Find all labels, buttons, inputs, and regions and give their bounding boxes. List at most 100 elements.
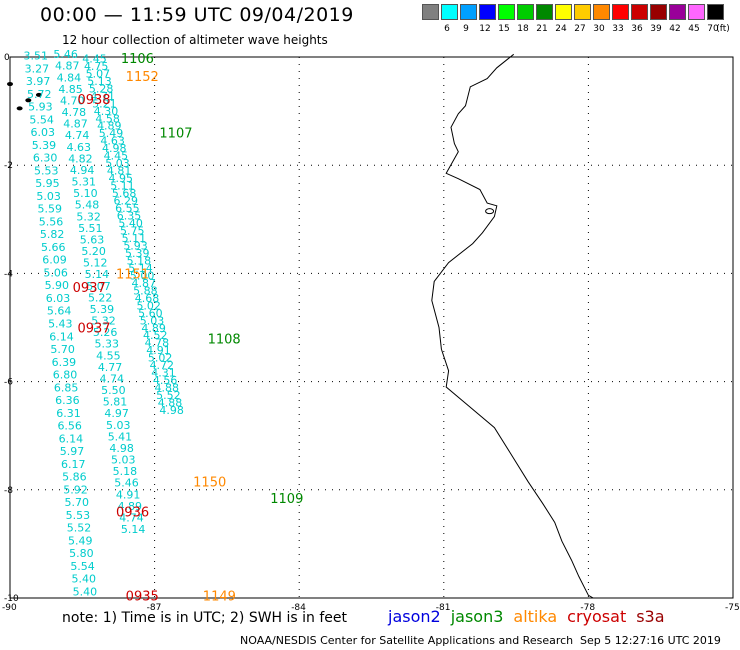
wave-height-value: 5.40 bbox=[71, 573, 96, 586]
wave-height-value: 5.60 bbox=[138, 307, 163, 320]
scale-label: 9 bbox=[463, 24, 469, 34]
lon-label: -84 bbox=[291, 603, 306, 613]
wave-height-value: 5.02 bbox=[148, 352, 173, 365]
wave-height-value: 5.03 bbox=[106, 419, 131, 432]
lat-label: -6 bbox=[4, 378, 13, 388]
wave-height-value: 5.07 bbox=[86, 280, 111, 293]
wave-height-value: 5.56 bbox=[39, 215, 64, 228]
wave-height-value: 5.40 bbox=[118, 217, 142, 230]
wave-height-value: 5.93 bbox=[123, 239, 148, 252]
pass-time-label: 1106 bbox=[121, 52, 154, 67]
lon-label: -81 bbox=[436, 603, 451, 613]
wave-height-value: 5.22 bbox=[88, 291, 113, 304]
wave-height-value: 6.29 bbox=[113, 195, 137, 208]
wave-height-value: 5.39 bbox=[90, 303, 115, 316]
scale-label: 33 bbox=[612, 24, 624, 34]
scale-swatch bbox=[498, 4, 515, 20]
wave-height-value: 4.45 bbox=[82, 52, 107, 65]
lat-label: -8 bbox=[4, 486, 13, 496]
scale-label: 45 bbox=[688, 24, 700, 34]
wave-height-value: 5.46 bbox=[114, 477, 138, 490]
pass-time-label: 1151 bbox=[116, 267, 149, 282]
island-galapagos bbox=[35, 92, 42, 97]
wave-height-value: 4.97 bbox=[104, 407, 128, 420]
scale-label: 30 bbox=[593, 24, 605, 34]
pass-time-label: 1152 bbox=[126, 70, 159, 85]
wave-height-value: 5.03 bbox=[105, 157, 130, 170]
scale-swatch bbox=[441, 4, 458, 20]
wave-height-value: 4.56 bbox=[153, 374, 178, 387]
wave-height-value: 5.33 bbox=[95, 338, 120, 351]
wave-height-value: 5.97 bbox=[60, 445, 85, 458]
wave-height-value: 4.74 bbox=[99, 372, 124, 385]
wave-height-value: 6.56 bbox=[57, 420, 81, 433]
wave-height-value: 5.43 bbox=[48, 318, 73, 331]
wave-height-value: 5.54 bbox=[70, 560, 95, 573]
wave-height-value: 4.52 bbox=[143, 329, 168, 342]
wave-height-value: 6.14 bbox=[49, 330, 74, 343]
footer-note: note: 1) Time is in UTC; 2) SWH is in fe… bbox=[62, 610, 348, 626]
scale-swatch bbox=[536, 4, 553, 20]
scale-label: 42 bbox=[669, 24, 681, 34]
scale-swatch bbox=[688, 4, 705, 20]
wave-height-value: 4.87 bbox=[55, 60, 79, 73]
wave-height-value: 6.30 bbox=[33, 152, 58, 165]
wave-height-value: 4.72 bbox=[150, 359, 175, 372]
wave-height-value: 5.10 bbox=[73, 187, 98, 200]
wave-height-value: 4.84 bbox=[57, 71, 82, 84]
wave-height-value: 5.90 bbox=[45, 279, 70, 292]
wave-height-value: 4.75 bbox=[84, 60, 109, 73]
wave-height-value: 5.50 bbox=[101, 384, 126, 397]
wave-height-value: 5.82 bbox=[40, 228, 65, 241]
wave-height-value: 4.77 bbox=[98, 361, 123, 374]
wave-height-value: 5.86 bbox=[62, 471, 87, 484]
wave-height-value: 5.39 bbox=[32, 139, 57, 152]
wave-height-value: 4.78 bbox=[145, 337, 170, 350]
wave-height-value: 5.75 bbox=[120, 224, 145, 237]
lon-label: -90 bbox=[2, 603, 17, 613]
pass-time-label: 0937 bbox=[77, 322, 110, 337]
map-frame bbox=[9, 56, 734, 599]
wave-height-value: 4.91 bbox=[146, 344, 171, 357]
wave-height-value: 4.87 bbox=[63, 118, 88, 131]
wave-height-value: 5.88 bbox=[133, 284, 158, 297]
wave-height-value: 5.39 bbox=[125, 247, 150, 260]
scale-swatch bbox=[460, 4, 477, 20]
wave-height-value: 4.98 bbox=[109, 442, 133, 455]
wave-height-value: 6.03 bbox=[31, 126, 56, 139]
satellite-jason3: jason3 bbox=[450, 607, 504, 626]
scale-swatch bbox=[517, 4, 534, 20]
pass-time-label: 1108 bbox=[208, 332, 241, 347]
wave-height-value: 4.89 bbox=[141, 322, 166, 335]
wave-height-value: 5.03 bbox=[111, 454, 136, 467]
wave-height-value: 3.27 bbox=[25, 62, 50, 75]
page-title: 00:00 — 11:59 UTC 09/04/2019 bbox=[40, 4, 354, 26]
wave-height-value: 5.40 bbox=[73, 585, 98, 598]
scale-label: 6 bbox=[444, 24, 450, 34]
wave-height-value: 4.89 bbox=[97, 120, 122, 133]
lat-label: -10 bbox=[4, 594, 19, 604]
coastline bbox=[431, 53, 594, 599]
pass-time-label: 1150 bbox=[193, 476, 226, 491]
scale-swatch bbox=[707, 4, 724, 20]
satellite-altika: altika bbox=[513, 607, 558, 626]
page-subtitle: 12 hour collection of altimeter wave hei… bbox=[62, 33, 328, 47]
wave-height-value: 5.93 bbox=[28, 101, 52, 114]
wave-height-value: 4.45 bbox=[104, 150, 129, 163]
wave-height-value: 5.70 bbox=[64, 496, 89, 509]
wave-height-value: 6.03 bbox=[46, 292, 71, 305]
wave-height-value: 5.41 bbox=[108, 430, 133, 443]
wave-height-value: 5.72 bbox=[27, 88, 52, 101]
wave-height-value: 5.52 bbox=[67, 522, 92, 535]
wave-height-value: 5.02 bbox=[136, 299, 161, 312]
wave-height-value: 5.32 bbox=[91, 315, 116, 328]
wave-height-value: 5.03 bbox=[140, 314, 165, 327]
wave-height-value: 4.74 bbox=[119, 511, 143, 524]
island-galapagos bbox=[7, 82, 13, 87]
wave-height-value: 4.81 bbox=[107, 165, 132, 178]
scale-unit: (ft) bbox=[716, 24, 730, 34]
wave-height-value: 3.51 bbox=[23, 50, 48, 63]
wave-height-value: 4.63 bbox=[100, 135, 125, 148]
lon-label: -75 bbox=[725, 603, 740, 613]
